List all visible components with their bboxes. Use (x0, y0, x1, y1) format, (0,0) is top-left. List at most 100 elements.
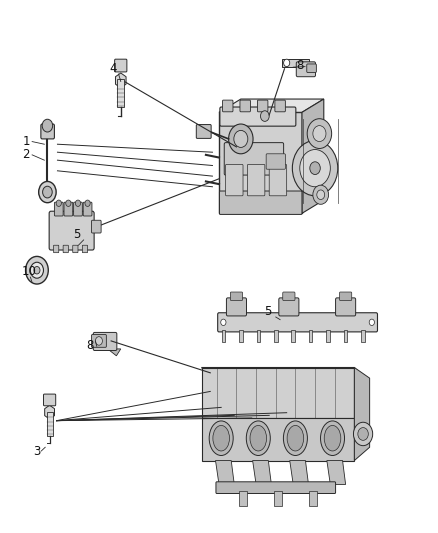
Bar (291, 330, 295, 342)
Circle shape (317, 190, 325, 199)
Polygon shape (215, 461, 234, 484)
Ellipse shape (246, 421, 270, 456)
FancyBboxPatch shape (296, 62, 315, 77)
FancyBboxPatch shape (93, 333, 117, 351)
FancyBboxPatch shape (43, 394, 56, 406)
Text: 4: 4 (110, 62, 117, 75)
FancyBboxPatch shape (275, 100, 286, 112)
Circle shape (85, 200, 90, 206)
Text: 5: 5 (74, 228, 81, 241)
Circle shape (95, 337, 102, 345)
Bar (326, 330, 330, 342)
Polygon shape (108, 349, 121, 356)
FancyBboxPatch shape (224, 143, 284, 175)
Circle shape (75, 200, 81, 206)
Circle shape (42, 119, 53, 132)
Circle shape (307, 119, 332, 149)
Bar (222, 330, 225, 342)
Text: 1: 1 (22, 135, 30, 148)
FancyBboxPatch shape (230, 292, 243, 301)
Circle shape (313, 126, 326, 142)
FancyBboxPatch shape (82, 245, 88, 253)
FancyBboxPatch shape (283, 292, 295, 301)
FancyBboxPatch shape (63, 245, 68, 253)
Bar (308, 491, 317, 506)
Circle shape (229, 124, 253, 154)
FancyBboxPatch shape (92, 335, 106, 348)
Circle shape (25, 256, 48, 284)
Polygon shape (45, 405, 54, 419)
FancyBboxPatch shape (115, 59, 127, 72)
Polygon shape (116, 73, 126, 88)
Circle shape (353, 422, 373, 446)
Circle shape (234, 131, 248, 148)
Text: 5: 5 (264, 305, 272, 318)
Ellipse shape (209, 421, 233, 456)
Ellipse shape (287, 425, 304, 451)
Ellipse shape (250, 425, 267, 451)
Circle shape (358, 427, 368, 440)
FancyBboxPatch shape (269, 165, 287, 196)
Polygon shape (201, 368, 354, 418)
FancyBboxPatch shape (64, 202, 73, 216)
Circle shape (292, 141, 338, 196)
Text: 2: 2 (22, 148, 30, 161)
Circle shape (261, 111, 269, 122)
Bar (274, 330, 278, 342)
Polygon shape (283, 59, 308, 67)
FancyBboxPatch shape (220, 107, 296, 126)
FancyBboxPatch shape (49, 211, 94, 250)
Ellipse shape (324, 425, 341, 451)
Text: 10: 10 (21, 265, 36, 278)
FancyBboxPatch shape (53, 245, 59, 253)
Circle shape (369, 319, 374, 326)
FancyBboxPatch shape (41, 124, 54, 139)
FancyBboxPatch shape (336, 298, 356, 316)
Bar (46, 412, 53, 435)
Circle shape (34, 266, 40, 274)
Circle shape (30, 262, 43, 278)
Circle shape (221, 319, 226, 326)
Text: 8: 8 (87, 338, 94, 352)
Bar (361, 330, 365, 342)
Bar (274, 491, 283, 506)
Polygon shape (219, 99, 324, 112)
FancyBboxPatch shape (216, 482, 336, 494)
Circle shape (313, 185, 328, 204)
FancyBboxPatch shape (223, 100, 233, 112)
Polygon shape (201, 368, 363, 378)
Polygon shape (253, 461, 272, 484)
Ellipse shape (213, 425, 230, 451)
Circle shape (284, 59, 290, 67)
Bar (257, 330, 260, 342)
FancyBboxPatch shape (266, 154, 286, 169)
FancyBboxPatch shape (258, 100, 268, 112)
FancyBboxPatch shape (240, 100, 251, 112)
Polygon shape (354, 368, 370, 461)
Circle shape (42, 186, 52, 198)
FancyBboxPatch shape (218, 313, 378, 332)
FancyBboxPatch shape (226, 165, 243, 196)
Bar (239, 330, 243, 342)
FancyBboxPatch shape (307, 64, 316, 72)
FancyBboxPatch shape (339, 292, 352, 301)
Circle shape (310, 162, 320, 174)
Circle shape (66, 200, 71, 206)
FancyBboxPatch shape (83, 202, 92, 216)
FancyBboxPatch shape (92, 220, 101, 233)
FancyBboxPatch shape (247, 165, 265, 196)
Ellipse shape (321, 421, 345, 456)
Ellipse shape (283, 421, 307, 456)
Bar (309, 330, 312, 342)
FancyBboxPatch shape (54, 202, 63, 216)
Circle shape (56, 200, 61, 206)
Polygon shape (302, 99, 324, 213)
Circle shape (300, 150, 330, 187)
FancyBboxPatch shape (226, 298, 247, 316)
FancyBboxPatch shape (196, 125, 211, 139)
Polygon shape (219, 112, 302, 213)
Circle shape (39, 181, 56, 203)
Bar (117, 79, 124, 107)
Bar (239, 491, 247, 506)
Text: 8: 8 (296, 59, 304, 72)
